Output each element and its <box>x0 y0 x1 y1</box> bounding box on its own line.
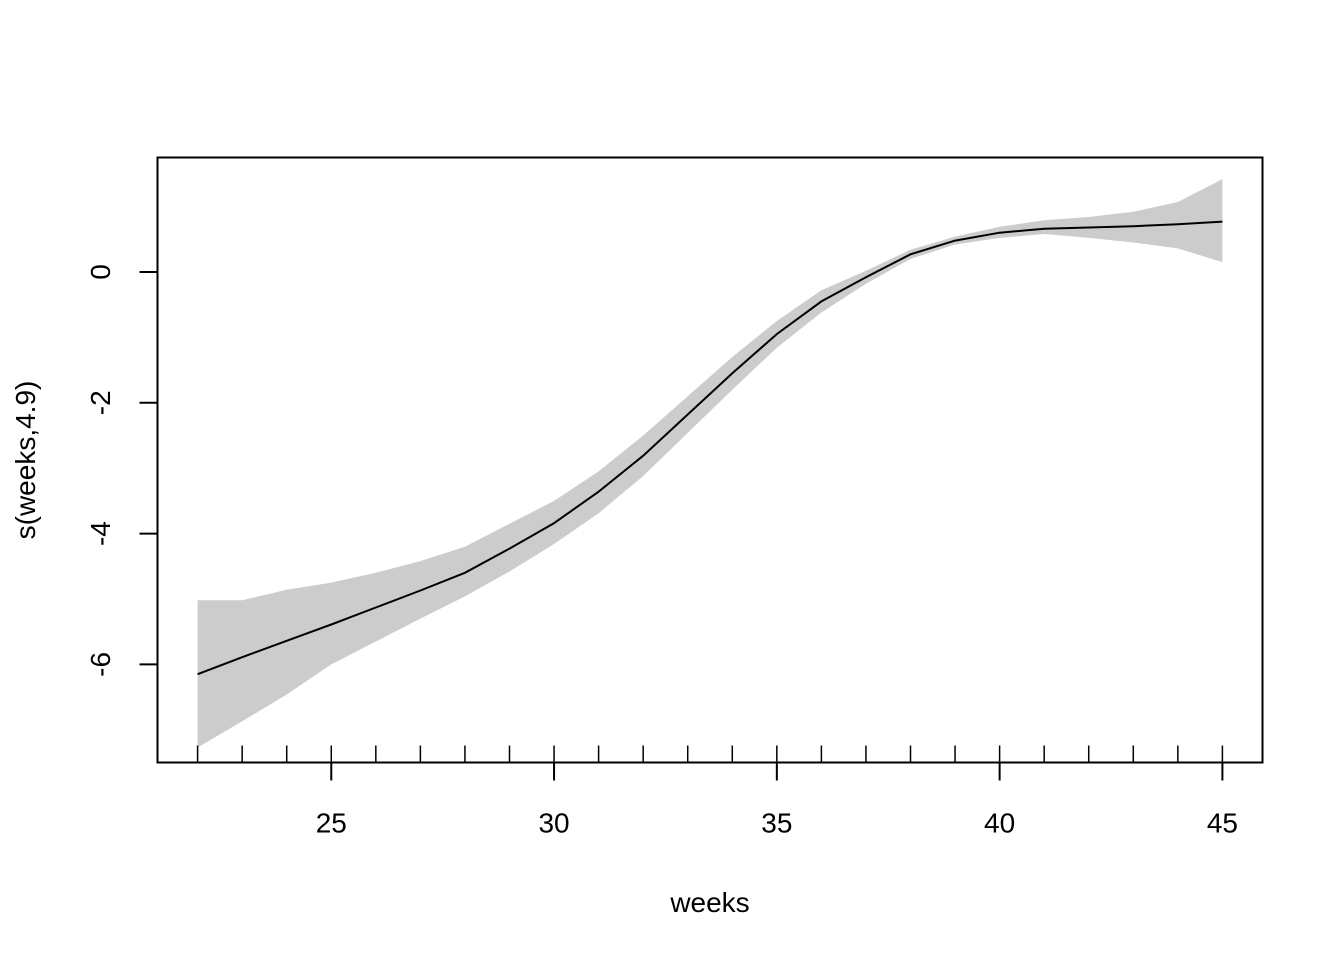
y-tick-label: -2 <box>85 390 116 415</box>
smooth-line <box>197 220 1223 676</box>
rug-layer <box>196 745 1224 763</box>
x-axis: 25 30 35 40 45 <box>316 762 1238 839</box>
y-tick-label: -4 <box>85 521 116 546</box>
confidence-band-layer <box>197 179 1223 748</box>
y-axis: -6 -4 -2 0 <box>85 264 158 677</box>
smooth-line-layer <box>197 220 1223 676</box>
y-tick-label: 0 <box>85 264 116 280</box>
x-tick-label: 35 <box>761 808 792 839</box>
y-tick-label: -6 <box>85 652 116 677</box>
plot-frame <box>156 156 1264 764</box>
x-tick-label: 30 <box>538 808 569 839</box>
x-tick-label: 25 <box>316 808 347 839</box>
confidence-band <box>197 179 1223 748</box>
x-tick-label: 40 <box>984 808 1015 839</box>
y-axis-label: s(weeks,4.9) <box>10 381 41 540</box>
x-axis-label: weeks <box>669 887 749 918</box>
x-tick-label: 45 <box>1207 808 1238 839</box>
